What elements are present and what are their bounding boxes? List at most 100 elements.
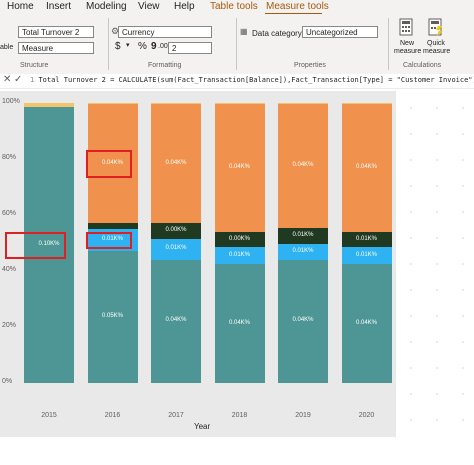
data-label: 0.04K% — [228, 319, 250, 326]
bar-segment[interactable] — [341, 231, 392, 248]
measure-name-input[interactable]: Total Turnover 2 — [18, 26, 94, 38]
bar-segment[interactable] — [214, 231, 265, 248]
quick-measure-label-2: measure — [423, 48, 451, 55]
data-label: 0.01K% — [355, 235, 377, 242]
ribbon-separator — [388, 18, 389, 70]
y-tick-label: 100% — [2, 98, 20, 105]
home-table-label: able — [0, 44, 14, 51]
data-label: 0.04K% — [355, 164, 377, 171]
bar-segment[interactable] — [87, 229, 138, 252]
x-tick-label: 2017 — [168, 412, 184, 419]
close-icon[interactable]: ✕ — [3, 74, 12, 85]
bar-segment[interactable] — [278, 103, 328, 105]
formula-text: Total Turnover 2 = CALCULATE(sum(Fact_Tr… — [38, 76, 474, 84]
new-measure-button[interactable]: New measure — [394, 18, 421, 58]
menu-modeling[interactable]: Modeling — [86, 1, 127, 12]
y-tick-label: 0% — [2, 378, 13, 385]
bar-segment[interactable] — [341, 103, 392, 105]
structure-group-label: Structure — [20, 62, 49, 69]
quick-calculator-icon — [428, 18, 443, 36]
menu-view[interactable]: View — [138, 1, 160, 12]
home-table-select[interactable]: Measure — [18, 42, 94, 54]
format-icon: ⚙ — [111, 26, 120, 36]
data-label: 0.05K% — [101, 313, 123, 320]
data-category-select[interactable]: Uncategorized — [302, 26, 378, 38]
data-category-icon: ▦ — [240, 27, 248, 36]
bar-segment[interactable] — [87, 251, 138, 383]
bar-segment[interactable] — [24, 103, 74, 108]
decimals-stepper[interactable]: 2 — [168, 42, 212, 54]
format-select[interactable]: Currency — [118, 26, 212, 38]
x-tick-label: 2016 — [104, 412, 121, 419]
data-label: 0.04K% — [228, 164, 250, 171]
bar-segment[interactable] — [214, 103, 265, 105]
x-axis-title: Year — [194, 422, 211, 431]
bar-segment[interactable] — [87, 223, 138, 229]
bar-segment[interactable] — [151, 223, 201, 239]
data-label: 0.00K% — [165, 227, 187, 234]
bar-segment[interactable] — [87, 104, 138, 224]
x-tick-label: 2019 — [295, 412, 311, 419]
bar-segment[interactable] — [151, 104, 201, 224]
bar-segment[interactable] — [151, 238, 201, 260]
bar-segment[interactable] — [278, 104, 328, 228]
formula-line-number: 1 — [30, 76, 35, 84]
formatting-group-label: Formatting — [148, 62, 182, 69]
bar-segment[interactable] — [87, 103, 138, 105]
data-label: 0.01K% — [228, 251, 250, 258]
percent-button[interactable]: % — [138, 41, 147, 52]
y-tick-label: 40% — [2, 266, 17, 273]
quick-measure-label-1: Quick — [427, 40, 445, 47]
commit-check-icon[interactable]: ✓ — [14, 74, 23, 85]
bar-segment[interactable] — [151, 103, 201, 105]
menu-table-tools[interactable]: Table tools — [210, 1, 258, 12]
bar-segment[interactable] — [341, 264, 392, 383]
highlight-box — [85, 231, 132, 249]
formula-input[interactable]: 1 Total Turnover 2 = CALCULATE(sum(Fact_… — [30, 76, 474, 84]
data-label: 0.00K% — [228, 235, 250, 242]
ribbon: Total Turnover 2 able Measure Structure … — [0, 14, 474, 75]
bar-segment[interactable] — [214, 247, 265, 264]
bar-segment[interactable] — [341, 247, 392, 264]
bar-segment[interactable] — [278, 259, 328, 383]
y-tick-label: 60% — [2, 210, 17, 217]
new-measure-label-1: New — [400, 40, 415, 47]
data-label: 0.04K% — [101, 159, 123, 166]
chevron-down-icon[interactable]: ▾ — [126, 42, 130, 49]
data-label: 0.04K% — [292, 162, 314, 168]
currency-button[interactable]: $ — [115, 41, 121, 52]
data-category-label: Data category — [252, 29, 302, 38]
data-label: 0.04K% — [165, 317, 187, 324]
x-tick-label: 2015 — [41, 412, 57, 419]
properties-group-label: Properties — [294, 62, 326, 69]
highlight-box — [85, 149, 132, 178]
calculations-group-label: Calculations — [403, 62, 442, 69]
data-label: 0.01K% — [165, 245, 187, 252]
x-tick-label: 2018 — [231, 412, 248, 419]
data-label: 0.04K% — [355, 319, 377, 326]
data-label: 0.01K% — [292, 248, 314, 255]
bar-segment[interactable] — [341, 104, 392, 232]
menu-home[interactable]: Home — [7, 1, 34, 12]
x-tick-label: 2020 — [358, 412, 375, 419]
comma-button[interactable]: 9 — [151, 41, 157, 52]
formula-bar: ✕ ✓ 1 Total Turnover 2 = CALCULATE(sum(F… — [0, 74, 474, 89]
data-label: 0.01K% — [355, 251, 377, 258]
data-label: 0.01K% — [292, 232, 314, 238]
canvas-dot-grid — [398, 95, 474, 435]
bar-segment[interactable] — [214, 104, 265, 232]
highlight-box — [5, 231, 66, 259]
decimal-button[interactable]: .00 — [158, 43, 168, 50]
menu-help[interactable]: Help — [174, 1, 195, 12]
menu-bar: Home Insert Modeling View Help Table too… — [0, 0, 474, 15]
calculator-icon — [399, 18, 413, 36]
bar-segment[interactable] — [151, 259, 201, 383]
menu-measure-tools[interactable]: Measure tools — [266, 1, 329, 12]
quick-measure-button[interactable]: Quick measure — [422, 18, 450, 58]
ribbon-separator — [108, 18, 109, 70]
bar-segment[interactable] — [278, 244, 328, 260]
bar-segment[interactable] — [278, 227, 328, 245]
menu-insert[interactable]: Insert — [46, 1, 72, 12]
data-label: 0.04K% — [165, 159, 187, 166]
bar-segment[interactable] — [214, 264, 265, 383]
